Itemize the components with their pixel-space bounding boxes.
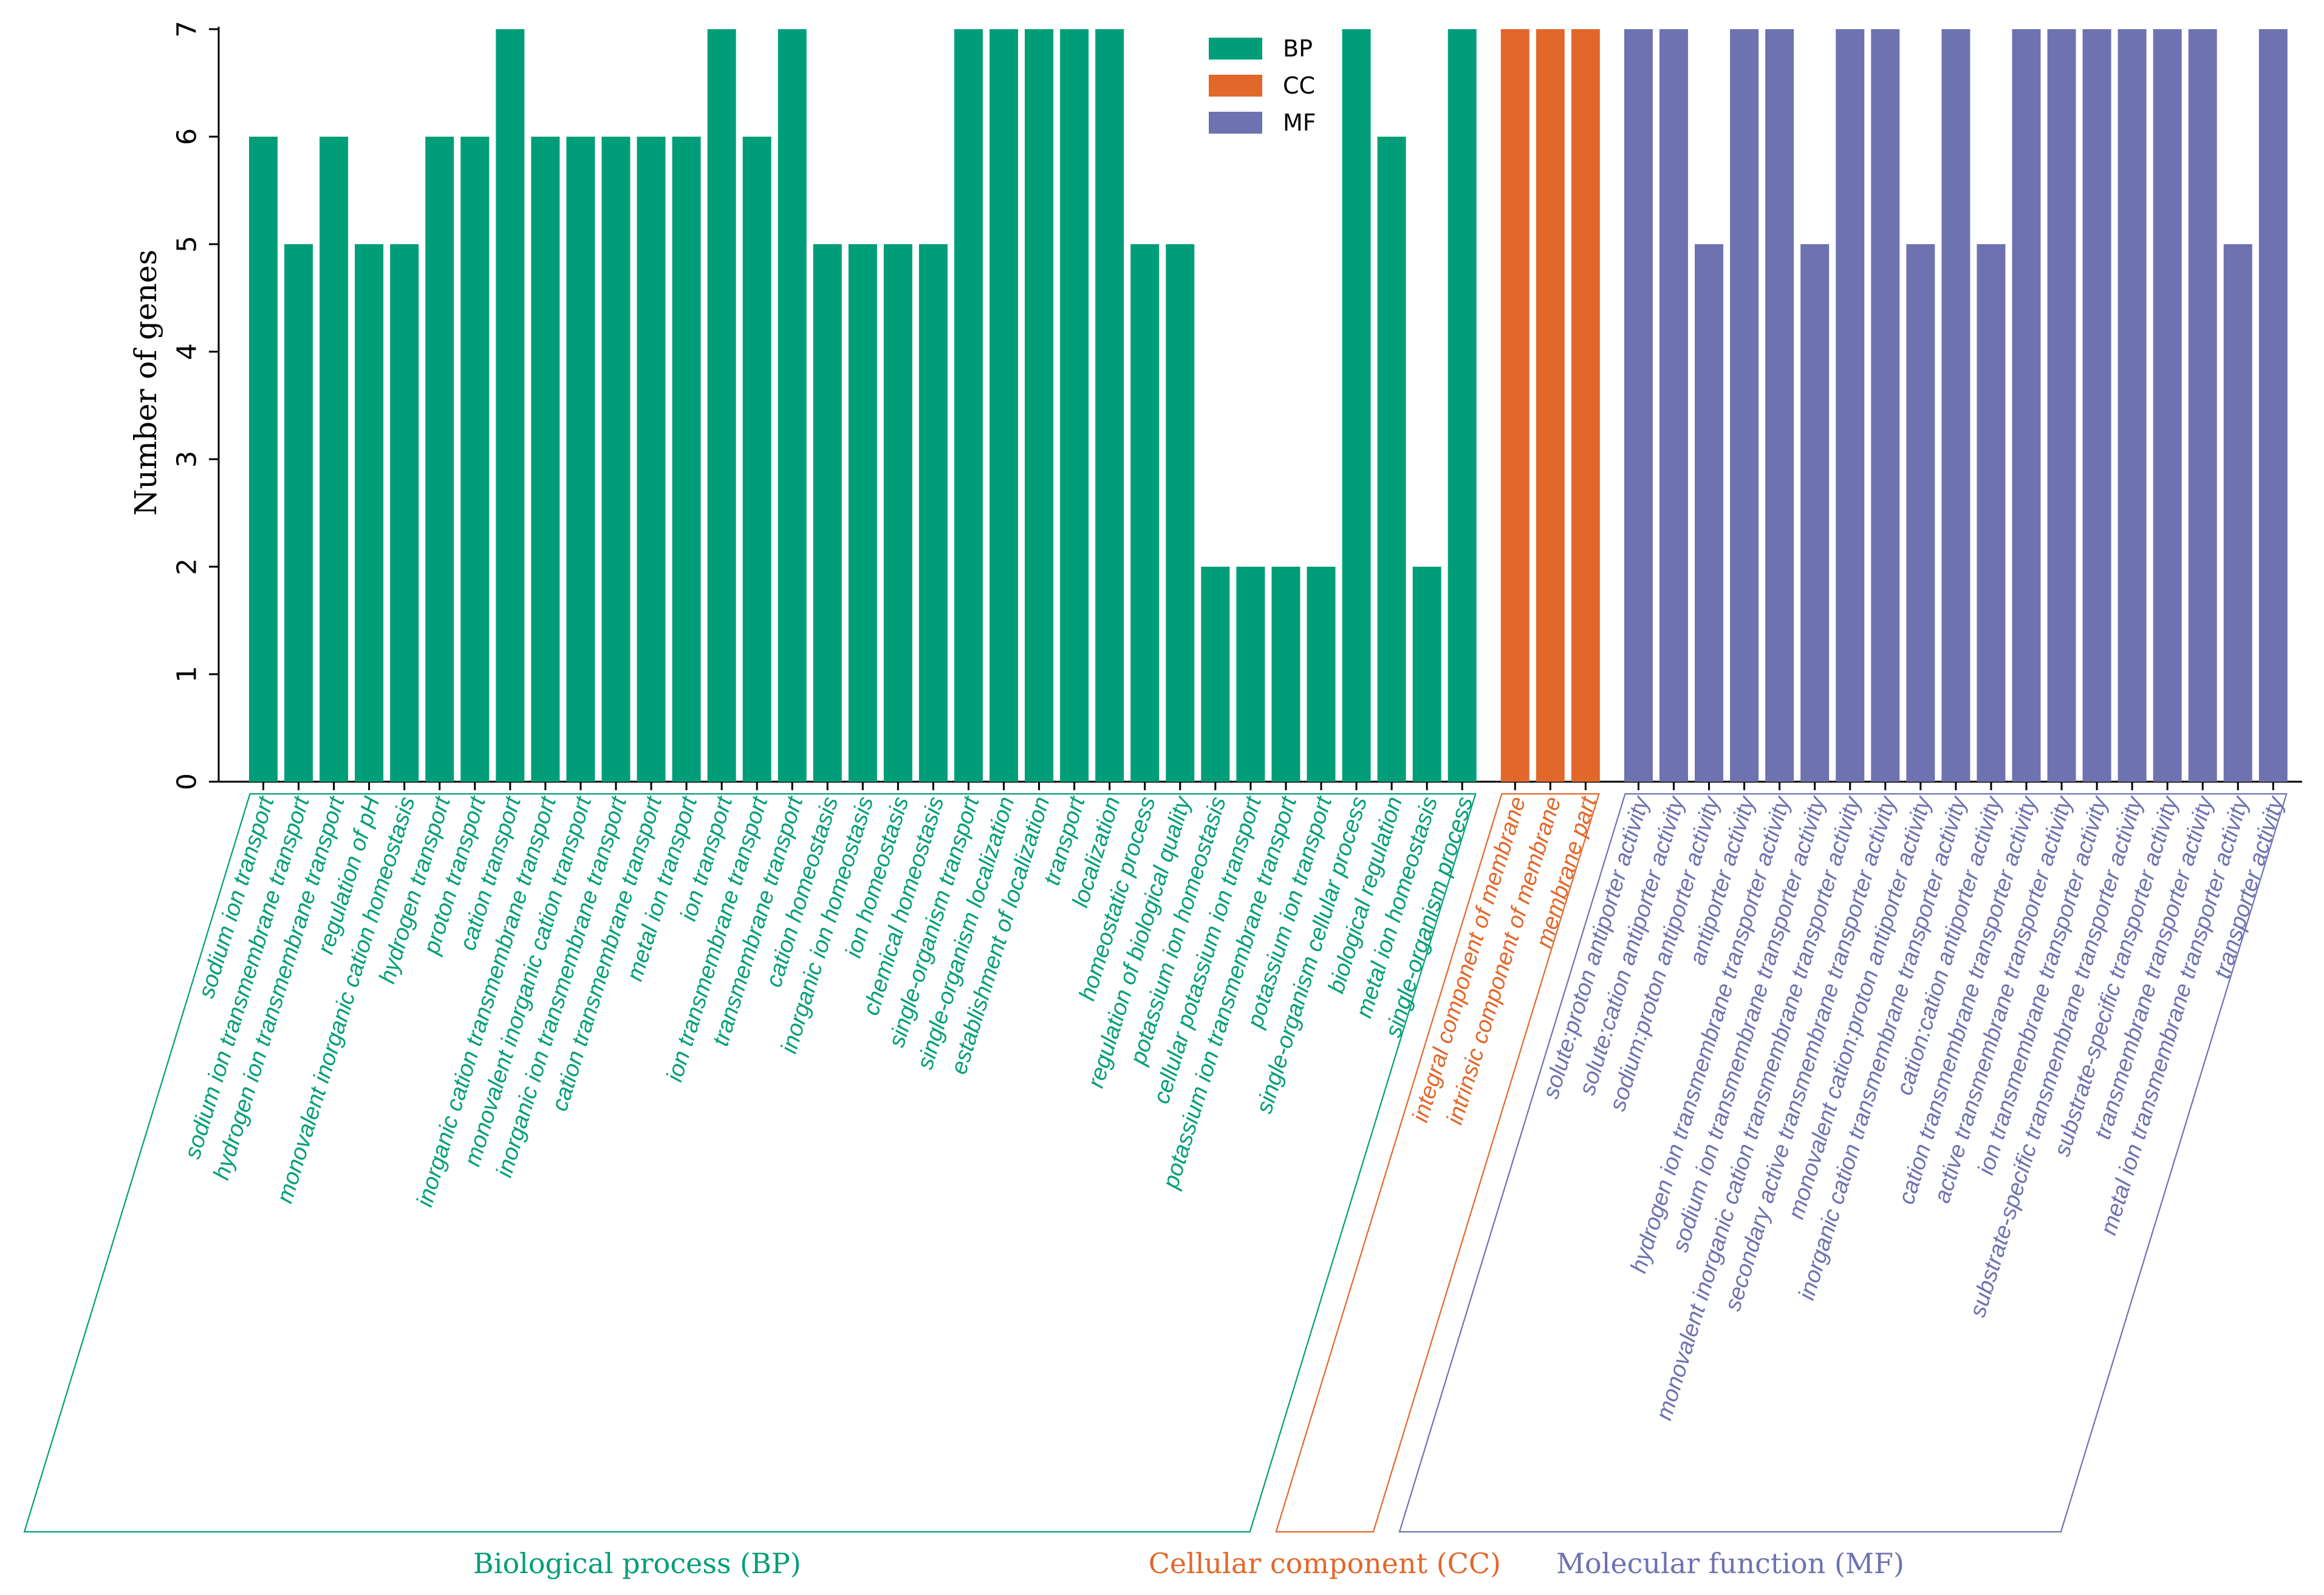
y-tick-label-3: 3 [172,451,203,468]
bar-bp-8 [531,137,560,782]
bar-mf-15 [2153,29,2182,782]
group-bracket-cc [1275,793,1600,1533]
y-tick-label-2: 2 [172,558,203,575]
y-axis-title: Number of genes [128,250,163,516]
bar-bp-19 [918,244,948,782]
y-tick-label-6: 6 [172,128,203,145]
group-bracket-bp [23,793,1477,1533]
bar-bp-13 [707,29,736,782]
bar-mf-7 [1871,29,1900,782]
bar-bp-11 [637,137,666,782]
bar-bp-25 [1130,244,1160,782]
y-tick-label-0: 0 [172,773,203,790]
bar-mf-0 [1624,29,1653,782]
bar-bp-21 [989,29,1019,782]
bar-mf-10 [1977,244,2006,782]
bar-cc-0 [1500,29,1529,782]
bar-bp-34 [1447,29,1477,782]
bar-mf-6 [1836,29,1865,782]
bar-bp-2 [320,137,349,782]
bar-bp-33 [1412,567,1441,782]
bar-mf-13 [2082,29,2111,782]
bar-bp-0 [249,137,278,782]
group-bracket-mf [1398,793,2288,1533]
bar-mf-11 [2012,29,2041,782]
bar-mf-2 [1695,244,1724,782]
y-tick-label-5: 5 [172,236,203,253]
bar-bp-29 [1271,567,1300,782]
bar-bp-22 [1025,29,1054,782]
bar-bp-5 [425,137,454,782]
y-tick-label-1: 1 [172,666,203,683]
bar-bp-12 [672,137,701,782]
bar-mf-8 [1906,244,1935,782]
bar-bp-1 [284,244,313,782]
bar-mf-4 [1765,29,1794,782]
bar-cc-2 [1571,29,1600,782]
bar-mf-3 [1730,29,1759,782]
bar-mf-14 [2117,29,2147,782]
legend-swatch-mf [1209,112,1262,134]
bar-bp-23 [1060,29,1089,782]
y-tick-label-4: 4 [172,343,203,360]
legend-swatch-cc [1209,75,1262,97]
bar-bp-17 [848,244,877,782]
bar-bp-14 [742,137,771,782]
legend-label-mf: MF [1283,109,1316,136]
group-title-bp: Biological process (BP) [473,1547,801,1580]
legend-swatch-bp [1209,38,1262,60]
bar-bp-9 [566,137,595,782]
bar-bp-30 [1307,567,1336,782]
bar-bp-31 [1342,29,1371,782]
bar-bp-18 [883,244,912,782]
bar-bp-10 [601,137,631,782]
bar-bp-28 [1236,567,1265,782]
bar-bp-6 [460,137,490,782]
bar-bp-20 [954,29,983,782]
bar-bp-4 [390,244,419,782]
bar-bp-24 [1095,29,1124,782]
bar-cc-1 [1536,29,1565,782]
bar-mf-16 [2188,29,2217,782]
bar-mf-5 [1800,244,1830,782]
bar-bp-15 [778,29,807,782]
bar-bp-27 [1201,567,1230,782]
group-title-cc: Cellular component (CC) [1149,1547,1501,1580]
y-tick-label-7: 7 [172,21,203,38]
bar-bp-26 [1166,244,1195,782]
legend-label-bp: BP [1283,35,1313,62]
bar-mf-1 [1659,29,1688,782]
bar-bp-3 [355,244,384,782]
bar-bp-7 [496,29,525,782]
legend-label-cc: CC [1283,72,1315,99]
bar-bp-32 [1377,137,1406,782]
group-title-mf: Molecular function (MF) [1556,1547,1904,1580]
bar-mf-18 [2258,29,2288,782]
bar-mf-9 [1941,29,1970,782]
bar-mf-12 [2047,29,2076,782]
bar-bp-16 [813,244,842,782]
bar-mf-17 [2223,244,2252,782]
